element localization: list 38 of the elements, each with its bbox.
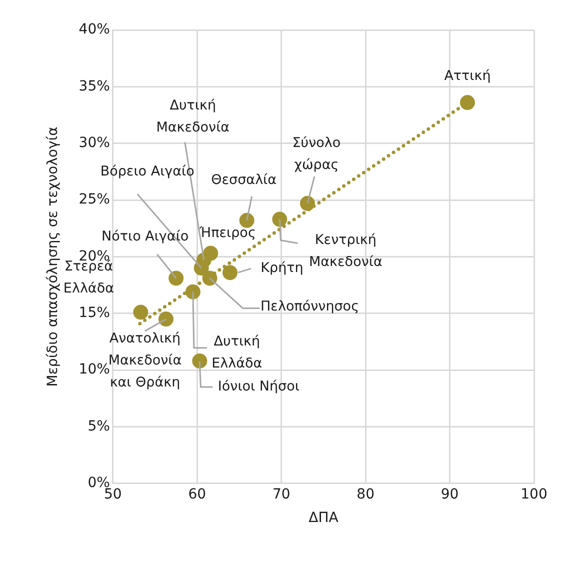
y-tick-label: 40%	[78, 22, 110, 38]
x-tick-label: 60	[188, 486, 206, 502]
y-tick-label: 10%	[78, 362, 110, 378]
point	[192, 353, 208, 368]
x-tick-label: 90	[440, 486, 459, 502]
annotation: Δυτική Μακεδονία	[156, 98, 230, 136]
x-tick-label: 70	[272, 486, 290, 502]
y-tick-label: 30%	[78, 134, 110, 151]
x-tick-label: 50	[104, 486, 122, 502]
annotation: Θεσσαλία	[211, 172, 277, 188]
point	[222, 265, 238, 280]
point	[185, 284, 200, 300]
y-tick-label: 5%	[88, 418, 110, 434]
point	[158, 312, 174, 327]
x-axis-title: ΔΠΑ	[308, 510, 339, 526]
point	[133, 304, 148, 320]
point	[300, 196, 315, 211]
annotation: Πελοπόννησος	[260, 298, 359, 315]
annotation: Βόρειο Αιγαίο	[100, 164, 194, 180]
point	[460, 95, 475, 110]
annotation: Αττική	[444, 68, 491, 84]
annotation: Δυτική Ελλάδα	[212, 333, 262, 372]
x-tick-label: 80	[356, 486, 374, 502]
y-tick-label: 15%	[78, 305, 110, 322]
x-tick-label: 100	[520, 486, 548, 502]
point	[272, 212, 288, 227]
annotation: Ιόνιοι Νήσοι	[218, 378, 300, 394]
y-tick-label: 35%	[78, 78, 110, 94]
annotation: Κεντρική Μακεδονία	[309, 232, 382, 270]
annotation: Ανατολική Μακεδονία και Θράκη	[108, 330, 182, 391]
annotation: Ήπειρος	[198, 224, 256, 241]
point	[202, 270, 218, 286]
y-tick-label: 25%	[78, 192, 110, 208]
annotation: Κρήτη	[260, 260, 304, 276]
annotation: Σύνολο χώρας	[292, 134, 341, 173]
annotation: Νότιο Αιγαίο	[102, 228, 189, 245]
point	[168, 270, 184, 286]
y-axis-title: Μερίδιο απασχόλησης σε τεχνολογία	[45, 126, 62, 387]
